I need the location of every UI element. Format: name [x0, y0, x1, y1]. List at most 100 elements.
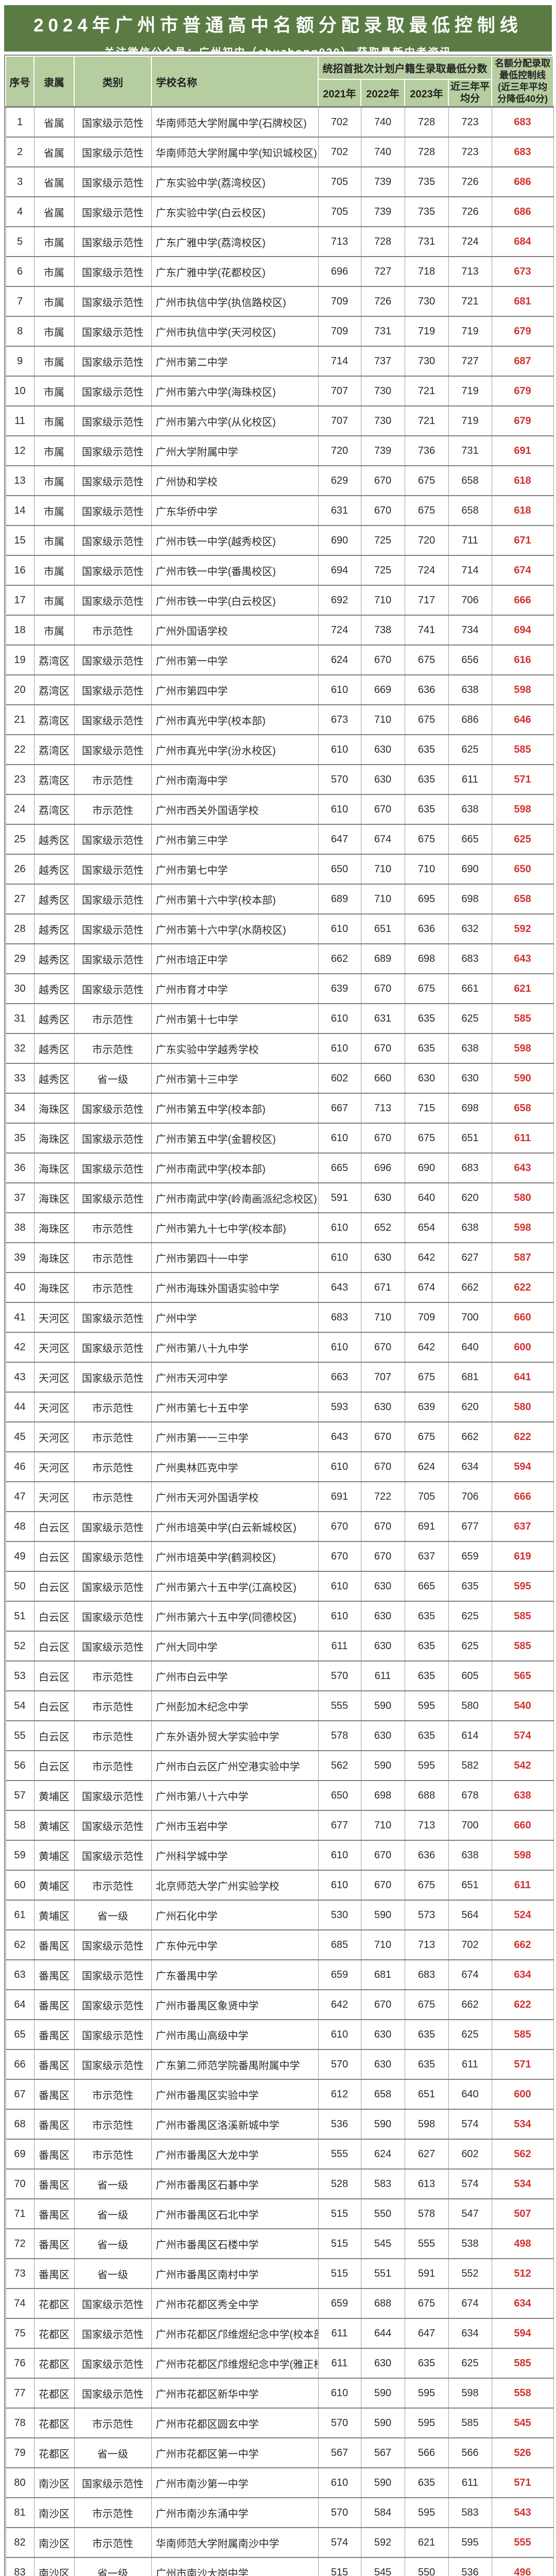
cell-affiliation: 市属	[33, 226, 75, 257]
cell-category: 市示范性	[74, 615, 152, 646]
cell-category: 市示范性	[74, 764, 152, 795]
cell-score-2022: 550	[360, 2198, 405, 2229]
cell-score-2022: 739	[360, 166, 405, 197]
cell-score-2022: 740	[360, 137, 405, 167]
cell-affiliation: 海珠区	[33, 1182, 75, 1213]
cell-score-2022: 545	[360, 2228, 405, 2259]
cell-avg3: 656	[448, 645, 492, 675]
cell-score-2022: 670	[360, 1870, 405, 1901]
table-row: 71 番禺区 省一级 广州市番禺区石北中学 515 550 578 547 507	[5, 2198, 554, 2229]
cell-score-2022: 670	[360, 1451, 405, 1482]
cell-category: 国家级示范性	[74, 376, 152, 406]
cell-score-2023: 675	[404, 824, 449, 855]
cell-affiliation: 市属	[33, 525, 75, 556]
table-row: 65 番禺区 国家级示范性 广州市禺山高级中学 610 630 635 625 585	[5, 2019, 554, 2050]
cell-quota-line: 565	[491, 1660, 554, 1691]
cell-affiliation: 市属	[33, 346, 75, 377]
cell-affiliation: 越秀区	[33, 973, 75, 1004]
cell-score-2021: 610	[318, 734, 361, 765]
cell-school: 广州市白云中学	[151, 1660, 319, 1691]
cell-quota-line: 681	[491, 286, 554, 317]
score-table: 序号 隶属 类别 学校名称 统招首批次计划户籍生录取最低分数 名额分配录取最低控…	[5, 56, 554, 2576]
table-row: 81 南沙区 市示范性 广州市南沙东涌中学 570 584 595 583 543	[5, 2497, 554, 2528]
cell-school: 北京师范大学广州实验学校	[151, 1870, 319, 1901]
cell-no: 60	[5, 1870, 34, 1901]
table-row: 51 白云区 国家级示范性 广州市第六十五中学(同德校区) 610 630 635 625 58…	[5, 1601, 554, 1632]
cell-affiliation: 番禺区	[33, 2049, 75, 2080]
cell-affiliation: 市属	[33, 465, 75, 496]
table-row: 30 越秀区 国家级示范性 广州市育才中学 639 670 675 661 621	[5, 973, 554, 1004]
table-row: 82 南沙区 市示范性 华南师范大学附属南沙中学 574 592 621 595 555	[5, 2527, 554, 2558]
cell-score-2021: 709	[318, 286, 361, 317]
cell-school: 广州市育才中学	[151, 973, 319, 1004]
cell-school: 广州市第五中学(校本部)	[151, 1093, 319, 1124]
cell-affiliation: 天河区	[33, 1302, 75, 1333]
cell-no: 19	[5, 645, 34, 675]
cell-quota-line: 600	[491, 2079, 554, 2110]
cell-score-2021: 515	[318, 2198, 361, 2229]
cell-score-2023: 595	[404, 1750, 449, 1781]
cell-school: 广州市第八十九中学	[151, 1332, 319, 1363]
cell-quota-line: 585	[491, 2348, 554, 2379]
cell-category: 国家级示范性	[74, 405, 152, 436]
cell-category: 市示范性	[74, 1690, 152, 1721]
cell-score-2021: 610	[318, 2019, 361, 2050]
cell-category: 省一级	[74, 2557, 152, 2576]
cell-avg3: 625	[448, 2348, 492, 2379]
col-header-quota-line: 名额分配录取最低控制线(近三年平均分降低40分)	[491, 56, 554, 108]
table-row: 14 市属 国家级示范性 广东华侨中学 631 670 675 658 618	[5, 495, 554, 526]
cell-category: 省一级	[74, 1900, 152, 1930]
cell-category: 市示范性	[74, 1720, 152, 1751]
cell-quota-line: 660	[491, 1302, 554, 1333]
cell-quota-line: 637	[491, 1511, 554, 1542]
cell-score-2021: 694	[318, 555, 361, 586]
cell-school: 广州市禺山高级中学	[151, 2019, 319, 2050]
cell-score-2022: 630	[360, 734, 405, 765]
cell-school: 广州市第六十五中学(同德校区)	[151, 1601, 319, 1632]
cell-score-2021: 670	[318, 1511, 361, 1542]
cell-school: 广州市南海中学	[151, 764, 319, 795]
cell-score-2023: 621	[404, 2527, 449, 2558]
cell-school: 广州市第二中学	[151, 346, 319, 377]
cell-score-2022: 710	[360, 1929, 405, 1960]
cell-score-2022: 630	[360, 1631, 405, 1662]
cell-affiliation: 市属	[33, 585, 75, 616]
cell-no: 47	[5, 1481, 34, 1512]
cell-score-2023: 724	[404, 555, 449, 586]
table-row: 7 市属 国家级示范性 广州市执信中学(执信路校区) 709 726 730 721 681	[5, 286, 554, 317]
cell-affiliation: 市属	[33, 555, 75, 586]
cell-avg3: 611	[448, 2467, 492, 2498]
cell-school: 广州市玉岩中学	[151, 1810, 319, 1841]
cell-category: 国家级示范性	[74, 1153, 152, 1183]
cell-score-2022: 726	[360, 286, 405, 317]
cell-quota-line: 643	[491, 1153, 554, 1183]
table-row: 53 白云区 市示范性 广州市白云中学 570 611 635 605 565	[5, 1660, 554, 1691]
cell-score-2022: 670	[360, 1989, 405, 2020]
cell-score-2023: 710	[404, 854, 449, 885]
cell-school: 广州市花都区第一中学	[151, 2437, 319, 2468]
cell-score-2021: 591	[318, 1182, 361, 1213]
cell-affiliation: 白云区	[33, 1541, 75, 1572]
cell-score-2021: 702	[318, 106, 361, 138]
cell-score-2021: 562	[318, 1750, 361, 1781]
cell-no: 23	[5, 764, 34, 795]
cell-school: 广州市铁一中学(白云校区)	[151, 585, 319, 616]
cell-score-2021: 602	[318, 1063, 361, 1094]
cell-score-2023: 735	[404, 196, 449, 227]
cell-affiliation: 番禺区	[33, 2019, 75, 2050]
table-row: 55 白云区 市示范性 广东外语外贸大学实验中学 578 630 635 614 574	[5, 1720, 554, 1751]
cell-category: 国家级示范性	[74, 734, 152, 765]
cell-school: 广州市花都区圆玄中学	[151, 2408, 319, 2438]
cell-category: 市示范性	[74, 1451, 152, 1482]
cell-category: 国家级示范性	[74, 555, 152, 586]
cell-score-2021: 647	[318, 824, 361, 855]
cell-school: 广州市第四十一中学	[151, 1242, 319, 1273]
cell-category: 市示范性	[74, 1421, 152, 1452]
cell-score-2023: 630	[404, 1063, 449, 1094]
cell-quota-line: 687	[491, 346, 554, 377]
cell-no: 48	[5, 1511, 34, 1542]
cell-category: 国家级示范性	[74, 2288, 152, 2319]
cell-category: 国家级示范性	[74, 2378, 152, 2409]
cell-quota-line: 592	[491, 913, 554, 944]
cell-avg3: 726	[448, 166, 492, 197]
